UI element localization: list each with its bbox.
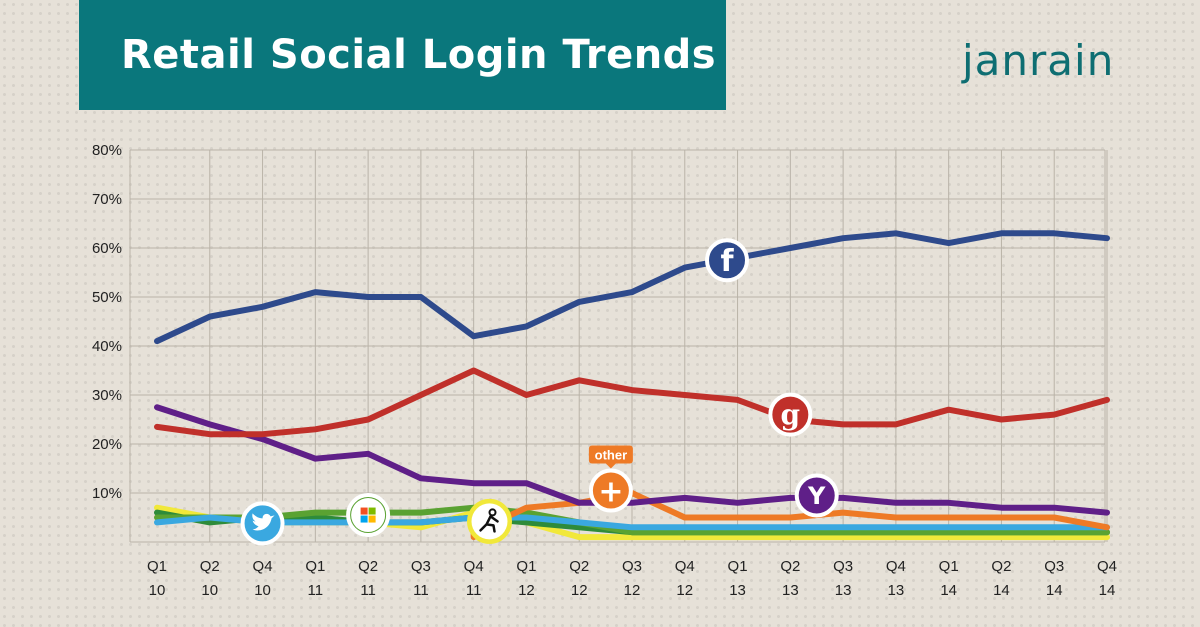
- series-line-microsoft: [154, 504, 1110, 536]
- series-line-google: [154, 367, 1110, 438]
- x-tick-label: 10: [201, 582, 218, 599]
- x-tick-label: 12: [624, 582, 641, 599]
- yahoo-icon: Y: [794, 473, 839, 518]
- badge-circle: [768, 392, 813, 437]
- google-glyph: g: [781, 399, 801, 432]
- x-tick-label: 13: [782, 582, 799, 599]
- aol-runner-head: [488, 508, 497, 517]
- x-tick-label: 14: [993, 582, 1010, 599]
- x-tick-label: Q3: [411, 558, 431, 575]
- x-tick-label: 11: [413, 582, 429, 599]
- other-glyph: +: [598, 474, 623, 509]
- badge-circle: [705, 238, 749, 283]
- x-tick-label: Q2: [200, 558, 220, 575]
- y-tick-label: 60%: [92, 240, 122, 257]
- y-tick-label: 80%: [92, 142, 122, 159]
- badge-inner: [471, 503, 508, 540]
- y-tick-label: 20%: [92, 436, 122, 453]
- x-tick-label: 11: [466, 582, 482, 599]
- x-tick-label: 12: [676, 582, 693, 599]
- x-tick-label: Q2: [991, 558, 1011, 575]
- series-line-facebook: [154, 230, 1110, 345]
- badge-inner: [351, 498, 386, 533]
- x-tick-label: Q4: [886, 558, 906, 575]
- title-banner: Retail Social Login Trends: [79, 0, 726, 110]
- x-tick-label: 13: [888, 582, 905, 599]
- x-tick-label: 10: [149, 582, 166, 599]
- ms-yellow: [368, 515, 376, 523]
- x-tick-label: Q1: [728, 558, 748, 575]
- x-tick-label: 10: [254, 582, 271, 599]
- series-line-twitter: [154, 514, 1110, 531]
- x-tick-label: Q2: [358, 558, 378, 575]
- badge-circle: [794, 473, 839, 518]
- x-tick-label: Q4: [253, 558, 273, 575]
- x-tick-label: Q1: [305, 558, 325, 575]
- other-tag-pointer: [605, 463, 616, 469]
- aol-icon: [467, 498, 512, 544]
- series-line-yahoo: [154, 404, 1110, 516]
- x-tick-label: Q4: [464, 558, 484, 575]
- yahoo-glyph: Y: [807, 482, 826, 510]
- x-tick-label: Q4: [675, 558, 695, 575]
- other-icon: + other: [588, 445, 633, 513]
- ms-blue: [360, 515, 368, 523]
- x-tick-label: 14: [1046, 582, 1063, 599]
- microsoft-icon: [346, 493, 391, 538]
- x-tick-label: 12: [518, 582, 535, 599]
- x-tick-label: Q2: [569, 558, 589, 575]
- series-line-other: [470, 490, 1110, 541]
- page-title: Retail Social Login Trends: [121, 32, 717, 78]
- aol-runner-body: [479, 515, 499, 533]
- x-tick-label: 11: [360, 582, 376, 599]
- y-tick-label: 40%: [92, 338, 122, 355]
- other-tag-label: other: [595, 448, 628, 463]
- y-tick-label: 30%: [92, 387, 122, 404]
- y-tick-label: 10%: [92, 485, 122, 502]
- x-tick-label: Q1: [516, 558, 536, 575]
- x-tick-label: 14: [1099, 582, 1116, 599]
- x-tick-label: Q3: [622, 558, 642, 575]
- x-tick-label: 14: [940, 582, 957, 599]
- badge-circle: [588, 468, 633, 513]
- x-tick-label: Q1: [147, 558, 167, 575]
- twitter-icon: [240, 501, 285, 546]
- x-tick-label: 12: [571, 582, 588, 599]
- x-tick-label: 13: [729, 582, 746, 599]
- facebook-glyph: f: [720, 244, 734, 279]
- x-tick-label: 13: [835, 582, 852, 599]
- x-tick-label: Q3: [833, 558, 853, 575]
- facebook-icon: f: [705, 238, 749, 283]
- google-icon: g: [768, 392, 813, 437]
- x-tick-label: Q2: [780, 558, 800, 575]
- y-tick-label: 70%: [92, 191, 122, 208]
- x-tick-label: Q3: [1044, 558, 1064, 575]
- ms-green: [368, 507, 376, 515]
- bird-glyph: [252, 513, 275, 531]
- ms-red: [360, 507, 368, 515]
- other-tag-bg: [588, 445, 633, 464]
- brand-logo: janrain: [962, 36, 1115, 85]
- y-tick-label: 50%: [92, 289, 122, 306]
- x-tick-label: Q1: [939, 558, 959, 575]
- x-tick-label: 11: [308, 582, 324, 599]
- x-tick-label: Q4: [1097, 558, 1117, 575]
